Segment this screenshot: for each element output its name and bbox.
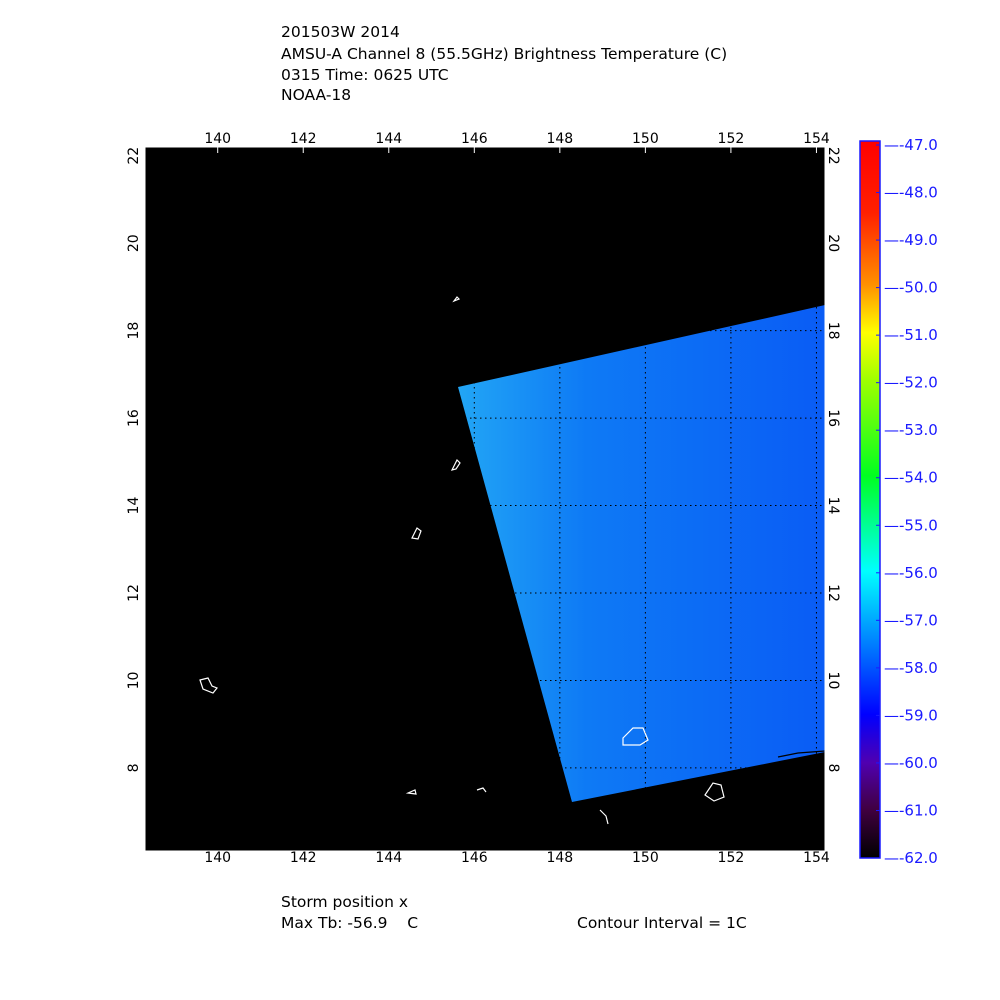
lat-tick-right: 10 (825, 672, 841, 690)
lon-tick-top: 146 (461, 131, 488, 147)
title-line-4: NOAA-18 (281, 86, 352, 104)
lat-tick-left: 14 (126, 497, 142, 515)
lat-tick-right: 22 (825, 147, 841, 165)
lon-tick-bottom: 144 (375, 850, 402, 866)
lon-tick-bottom: 146 (461, 850, 488, 866)
colorbar-label: —-52.0 (884, 374, 938, 392)
colorbar-label: —-55.0 (884, 516, 938, 534)
storm-position-label: Storm position x (281, 893, 409, 911)
lon-tick-bottom: 148 (546, 850, 573, 866)
colorbar-label: —-51.0 (884, 326, 938, 344)
colorbar-label: —-59.0 (884, 706, 938, 724)
lat-tick-left: 10 (126, 672, 142, 690)
lon-tick-top: 148 (546, 131, 573, 147)
colorbar-label: —-49.0 (884, 231, 938, 249)
colorbar-label: —-60.0 (884, 754, 938, 772)
colorbar-label: —-58.0 (884, 659, 938, 677)
lat-tick-right: 16 (825, 409, 841, 427)
colorbar (859, 140, 881, 859)
lon-tick-bottom: 140 (204, 850, 231, 866)
lat-tick-left: 20 (126, 234, 142, 252)
island-outline (405, 789, 417, 795)
lon-tick-top: 140 (204, 131, 231, 147)
lat-tick-left: 8 (126, 763, 142, 772)
colorbar-label: —-47.0 (884, 136, 938, 154)
title-line-3: 0315 Time: 0625 UTC (281, 66, 449, 84)
gridlines (145, 147, 825, 851)
lon-tick-top: 144 (375, 131, 402, 147)
colorbar-label: —-48.0 (884, 184, 938, 202)
coastlines (199, 296, 826, 825)
colorbar-label: —-62.0 (884, 849, 938, 867)
island-outline (450, 458, 461, 471)
lon-tick-top: 152 (718, 131, 745, 147)
colorbar-label: —-57.0 (884, 611, 938, 629)
colorbar-label: —-53.0 (884, 421, 938, 439)
lat-tick-right: 18 (825, 322, 841, 340)
lon-tick-top: 142 (290, 131, 317, 147)
lat-tick-right: 8 (825, 763, 841, 772)
lat-tick-left: 18 (126, 322, 142, 340)
contour-interval-label: Contour Interval = 1C (577, 914, 747, 932)
island-outline (199, 677, 218, 694)
title-line-1: 201503W 2014 (281, 23, 400, 41)
island-outline (622, 727, 649, 746)
lon-tick-bottom: 152 (718, 850, 745, 866)
lat-tick-left: 22 (126, 147, 142, 165)
lat-tick-right: 12 (825, 584, 841, 602)
title-line-2: AMSU-A Channel 8 (55.5GHz) Brightness Te… (281, 45, 728, 63)
lat-tick-left: 16 (126, 409, 142, 427)
island-outline (704, 782, 725, 802)
satellite-swath (458, 305, 825, 802)
colorbar-label: —-54.0 (884, 469, 938, 487)
island-outline (411, 527, 422, 540)
colorbar-label: —-56.0 (884, 564, 938, 582)
island-outline (476, 787, 487, 793)
colorbar-label: —-50.0 (884, 279, 938, 297)
colorbar-label: —-61.0 (884, 801, 938, 819)
lat-tick-left: 12 (126, 584, 142, 602)
map-frame (144, 146, 826, 852)
lon-tick-top: 154 (803, 131, 830, 147)
lon-tick-top: 150 (632, 131, 659, 147)
lon-tick-bottom: 142 (290, 850, 317, 866)
island-outline (599, 809, 609, 825)
max-tb-label: Max Tb: -56.9 C (281, 914, 419, 932)
island-outline (452, 296, 461, 303)
lat-tick-right: 20 (825, 234, 841, 252)
lon-tick-bottom: 150 (632, 850, 659, 866)
lat-tick-right: 14 (825, 497, 841, 515)
lon-tick-bottom: 154 (803, 850, 830, 866)
